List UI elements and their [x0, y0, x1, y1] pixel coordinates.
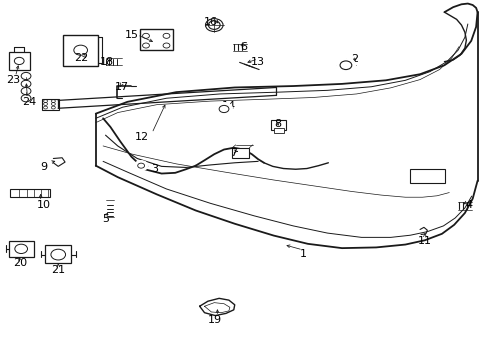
Bar	[232, 148, 249, 158]
Bar	[44, 245, 71, 263]
Text: 13: 13	[251, 57, 264, 67]
Circle shape	[215, 103, 232, 116]
Text: 16: 16	[203, 17, 217, 27]
Text: 24: 24	[22, 97, 36, 107]
Text: 22: 22	[74, 53, 89, 63]
Text: 17: 17	[114, 82, 128, 93]
Bar	[10, 189, 50, 197]
Text: 20: 20	[13, 258, 27, 268]
Text: 14: 14	[222, 102, 236, 112]
Bar	[9, 52, 30, 69]
Bar	[409, 168, 445, 183]
Text: 2: 2	[350, 54, 358, 64]
Text: 10: 10	[37, 200, 50, 210]
Bar	[273, 129, 284, 133]
Text: 1: 1	[299, 248, 306, 258]
Text: 19: 19	[208, 315, 222, 325]
Text: 6: 6	[240, 42, 246, 52]
Text: 18: 18	[100, 57, 114, 67]
Bar	[9, 241, 34, 257]
Text: 4: 4	[464, 200, 471, 210]
Text: 7: 7	[230, 148, 237, 158]
Bar	[271, 120, 285, 130]
Bar	[63, 36, 98, 66]
Bar	[140, 29, 172, 50]
Text: 23: 23	[6, 75, 20, 85]
Bar	[42, 99, 59, 110]
Text: 8: 8	[274, 120, 281, 129]
Text: 11: 11	[417, 236, 431, 246]
Text: 21: 21	[51, 265, 65, 275]
Circle shape	[134, 161, 148, 171]
Text: 15: 15	[124, 30, 138, 40]
Circle shape	[335, 58, 355, 72]
Text: 9: 9	[40, 162, 47, 172]
Text: 3: 3	[151, 164, 158, 174]
Text: 5: 5	[102, 215, 109, 224]
Text: 12: 12	[135, 132, 149, 142]
